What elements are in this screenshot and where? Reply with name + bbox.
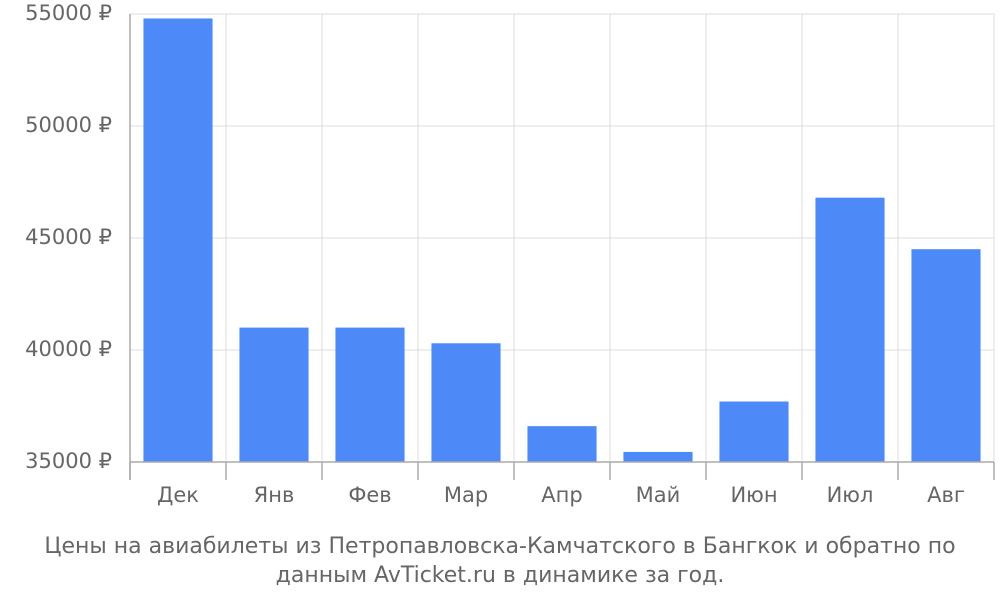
x-tick-label: Апр bbox=[541, 483, 582, 507]
bar bbox=[815, 197, 885, 462]
x-tick-label: Авг bbox=[927, 483, 965, 507]
caption-box: Цены на авиабилеты из Петропавловска-Кам… bbox=[0, 532, 1000, 590]
x-tick-label: Июн bbox=[730, 483, 777, 507]
x-tick-label: Мар bbox=[444, 483, 488, 507]
y-tick-label: 35000 ₽ bbox=[25, 449, 112, 473]
chart: 35000 ₽ 40000 ₽ 45000 ₽ 50000 ₽ 55000 ₽ Дек Ян… bbox=[25, 1, 995, 507]
bar bbox=[335, 327, 405, 462]
bar bbox=[431, 343, 501, 462]
x-tick-label: Янв bbox=[254, 483, 295, 507]
bar bbox=[623, 451, 693, 462]
y-tick-label: 55000 ₽ bbox=[25, 1, 112, 25]
y-tick-label: 50000 ₽ bbox=[25, 113, 112, 137]
x-tick-label: Май bbox=[636, 483, 681, 507]
x-tick-label: Дек bbox=[157, 483, 199, 507]
x-tick-label: Фев bbox=[348, 483, 391, 507]
bar bbox=[239, 327, 309, 462]
chart-title: Цены на авиабилеты из Петропавловска-Кам… bbox=[44, 534, 956, 588]
y-tick-label: 40000 ₽ bbox=[25, 337, 112, 361]
bar bbox=[719, 401, 789, 462]
bar bbox=[911, 249, 981, 462]
bar bbox=[143, 18, 213, 462]
bar bbox=[527, 426, 597, 462]
y-tick-label: 45000 ₽ bbox=[25, 225, 112, 249]
x-tick-label: Июл bbox=[827, 483, 874, 507]
